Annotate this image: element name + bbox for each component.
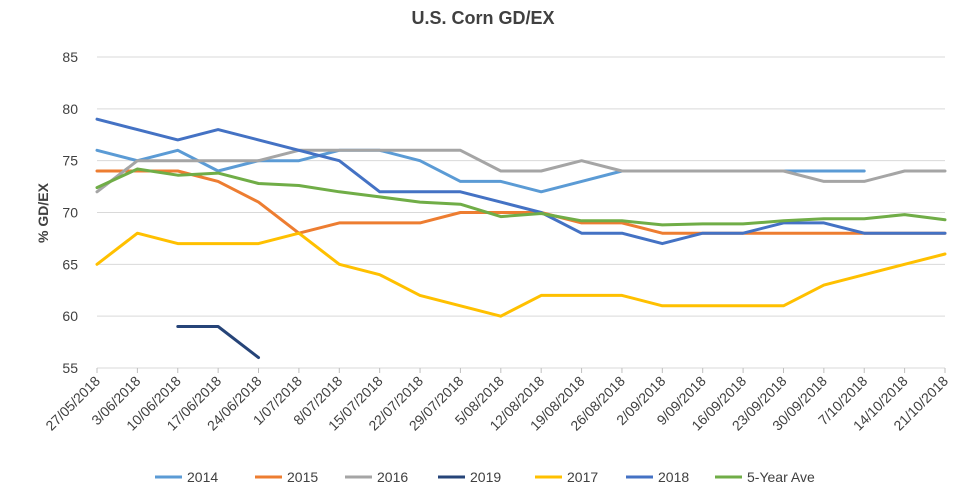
legend: 2014 2015 2016 2019 2017 2018 5-Year Ave xyxy=(155,469,815,485)
series-line-2019 xyxy=(176,325,260,360)
series-line-2015 xyxy=(95,169,947,235)
chart-title: U.S. Corn GD/EX xyxy=(411,8,554,28)
y-tick-label: 75 xyxy=(62,153,78,169)
legend-label-5-year-ave: 5-Year Ave xyxy=(747,469,815,485)
y-axis-ticks: 55 60 65 70 75 80 85 xyxy=(62,49,78,376)
series-line-2018 xyxy=(95,117,947,246)
legend-label-2016: 2016 xyxy=(377,469,408,485)
legend-label-2018: 2018 xyxy=(658,469,689,485)
legend-label-2015: 2015 xyxy=(287,469,318,485)
series-line-2016 xyxy=(95,148,947,194)
series-line-2017 xyxy=(95,231,947,318)
series-lines xyxy=(95,117,947,360)
x-axis-ticks: 27/05/20183/06/201810/06/201817/06/20182… xyxy=(42,368,951,434)
legend-label-2017: 2017 xyxy=(567,469,598,485)
x-tick-label: 27/05/2018 xyxy=(42,373,103,434)
legend-label-2014: 2014 xyxy=(187,469,218,485)
series-line-5-year-ave xyxy=(95,167,947,227)
y-tick-label: 55 xyxy=(62,360,78,376)
y-tick-label: 70 xyxy=(62,205,78,221)
y-tick-label: 85 xyxy=(62,49,78,65)
y-tick-label: 60 xyxy=(62,308,78,324)
y-axis-label: % GD/EX xyxy=(35,182,51,243)
legend-label-2019: 2019 xyxy=(470,469,501,485)
y-tick-label: 65 xyxy=(62,256,78,272)
y-tick-label: 80 xyxy=(62,101,78,117)
